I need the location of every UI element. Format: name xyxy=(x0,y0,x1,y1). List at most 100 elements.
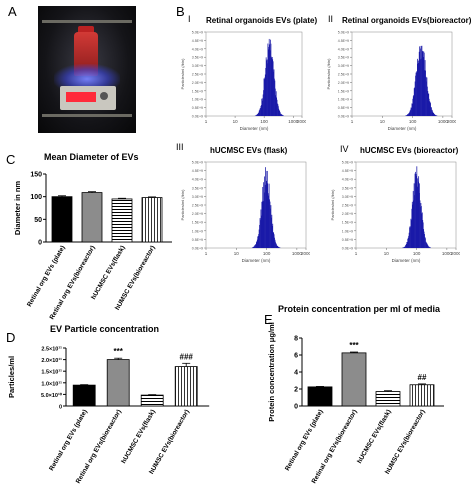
hist-bin xyxy=(431,109,433,116)
hist-bin xyxy=(417,58,418,116)
y-tick-label: 150 xyxy=(30,172,42,179)
hist-bin xyxy=(279,247,280,248)
hist-y-tick-label: 3.5E+9 xyxy=(192,56,203,60)
hist-bin xyxy=(262,186,264,248)
hist-bin xyxy=(282,115,284,116)
hist-y-tick-label: 3.0E+9 xyxy=(192,64,203,68)
hist-bin xyxy=(261,98,263,116)
hist-y-axis-label: Particles/ml (/bin) xyxy=(180,189,185,221)
mean-diameter-title: Mean Diameter of EVs xyxy=(44,152,139,162)
hist-bin xyxy=(281,114,282,116)
y-axis-label: Particles/ml xyxy=(7,356,16,398)
hist-bin xyxy=(256,114,258,116)
hist-bin xyxy=(262,94,264,116)
hist-bin xyxy=(267,43,269,116)
hist-bin xyxy=(429,101,431,116)
hist-bin xyxy=(405,244,407,248)
hist-bin xyxy=(281,114,283,116)
particle-conc-chart: 0 5.0×10¹⁰ 1.0×10¹¹ 1.5×10¹¹ 2.0×10¹¹ 2.5×10¹… xyxy=(7,346,210,485)
hist-y-tick-label: 4.0E+9 xyxy=(342,178,353,182)
hist-bin xyxy=(275,241,276,248)
hist-bin xyxy=(426,81,427,116)
hist-bin xyxy=(268,183,270,248)
hist-y-tick-label: 3.5E+9 xyxy=(338,56,349,60)
hist-y-tick-label: 3.0E+9 xyxy=(338,64,349,68)
hist-bin xyxy=(415,171,416,248)
hist-y-tick-label: 3.0E+9 xyxy=(192,195,203,199)
hist-x-tick-label: 100 xyxy=(409,119,417,124)
protein-conc-title: Protein concentration per ml of media xyxy=(278,304,441,314)
hist-bin xyxy=(254,245,256,248)
hist-frame xyxy=(355,161,457,249)
hist-bin xyxy=(277,104,279,116)
hist-x-tick-label: 1000 xyxy=(442,251,453,256)
hist-bin xyxy=(274,237,275,248)
hist-x-tick-label: 1000 xyxy=(438,119,449,124)
hist-bin xyxy=(416,175,417,248)
panel-label-b: B xyxy=(176,4,185,19)
bar xyxy=(140,394,164,407)
hist-bin xyxy=(418,192,420,248)
hist-x-tick-label: 100 xyxy=(260,119,268,124)
bar xyxy=(341,352,367,407)
y-tick-label: 1.0×10¹¹ xyxy=(41,380,62,387)
hist-bin xyxy=(266,170,268,248)
hist-bin xyxy=(436,115,437,116)
hist-x-tick-label: 10 xyxy=(234,251,240,256)
hist-frame xyxy=(351,31,453,117)
hist-x-tick-label: 10 xyxy=(384,251,390,256)
hist-bin xyxy=(258,112,260,116)
hist-x-tick-label: 1 xyxy=(351,119,354,124)
hist-bin xyxy=(430,247,431,248)
hist-bin xyxy=(433,114,435,116)
hist-bin xyxy=(426,77,428,116)
hist-bin xyxy=(266,170,268,248)
hist-bin xyxy=(278,106,279,116)
hist-bin xyxy=(265,67,267,116)
red-display-shape xyxy=(66,92,96,102)
hist-bin xyxy=(435,115,436,116)
hist-bin xyxy=(420,203,422,248)
hist-bin xyxy=(406,115,408,116)
hist-bin xyxy=(259,108,261,116)
hist-bin xyxy=(277,103,278,116)
hist-bin xyxy=(271,226,273,248)
hist-bin xyxy=(267,193,269,248)
hist-bin xyxy=(273,232,275,248)
hist-bin xyxy=(257,236,259,248)
hist-x-tick-label: 2000 xyxy=(451,251,460,256)
hist-bin xyxy=(263,78,265,116)
hist-bin xyxy=(409,110,411,116)
hist-x-tick-label: 100 xyxy=(263,251,271,256)
hist-bin xyxy=(416,186,418,248)
bar xyxy=(375,391,401,407)
hist-bin xyxy=(424,70,426,116)
hist-bin xyxy=(414,173,416,248)
category-label: hUCMSC EVs(flask) xyxy=(90,245,127,301)
hist-bin xyxy=(421,212,423,248)
bar xyxy=(81,192,103,243)
hist-y-tick-label: 4.0E+9 xyxy=(192,178,203,182)
hist-bin xyxy=(412,191,414,248)
y-tick-label: 1.5×10¹¹ xyxy=(41,369,62,376)
hist-bin xyxy=(429,247,431,248)
hist-x-tick-label: 10 xyxy=(233,119,239,124)
hist-bin xyxy=(276,99,278,116)
hist-bin xyxy=(422,220,424,248)
y-tick-label: 2.0×10¹¹ xyxy=(41,357,62,364)
hist-y-tick-label: 0.5E+9 xyxy=(342,238,353,242)
hist-y-tick-label: 2.5E+9 xyxy=(192,73,203,77)
hist-bin xyxy=(424,60,426,116)
hist-bin xyxy=(279,110,281,116)
hist-y-tick-label: 5.0E+9 xyxy=(192,31,203,35)
hist-bin xyxy=(407,114,409,116)
hist1-chart: 0.0E+9 0.5E+9 1.0E+9 1.5E+9 2.0E+9 2.5E+9 3.0E… xyxy=(180,31,306,132)
category-label: hUMSC EVs(bioreactor) xyxy=(384,409,427,476)
hist1-title: Retinal organoids EVs (plate) xyxy=(206,16,318,25)
hist-bin xyxy=(415,75,416,116)
hist-bin xyxy=(417,178,419,248)
hist-bin xyxy=(422,51,424,116)
hist-bin xyxy=(260,220,261,248)
hist-y-tick-label: 3.5E+9 xyxy=(192,186,203,190)
